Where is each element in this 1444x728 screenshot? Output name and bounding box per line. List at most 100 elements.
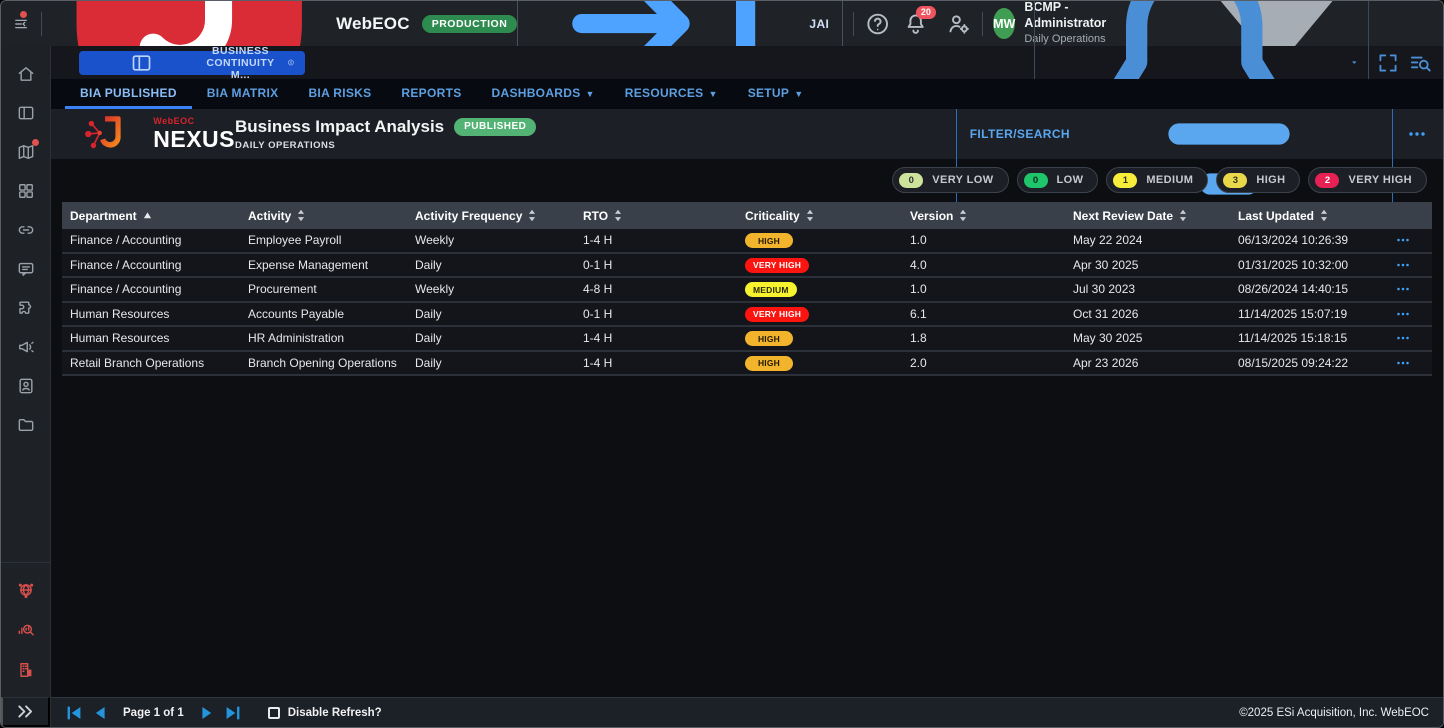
tab-label: DASHBOARDS [491, 85, 581, 100]
tab-bia-published[interactable]: BIA PUBLISHED [65, 79, 192, 109]
sidebar-item-search-analytics[interactable] [11, 615, 41, 645]
criticality-filter-low[interactable]: 0 LOW [1016, 167, 1099, 193]
sidebar-item-folder[interactable] [11, 410, 41, 440]
column-header-activity[interactable]: Activity [240, 209, 407, 223]
user-settings-button[interactable] [945, 9, 972, 39]
cell-criticality: HIGH [737, 233, 902, 248]
sidebar [1, 46, 51, 727]
tab-setup[interactable]: SETUP ▼ [733, 79, 819, 109]
row-actions-button[interactable] [1394, 255, 1420, 275]
cell-department: Human Resources [70, 331, 170, 346]
ellipsis-icon [1394, 305, 1412, 323]
board-search-button[interactable] [1407, 50, 1433, 76]
column-label: Last Updated [1238, 208, 1315, 223]
close-board-icon[interactable] [287, 55, 295, 70]
criticality-label: MEDIUM [1146, 174, 1194, 186]
cell-activity-frequency: Daily [415, 306, 442, 321]
table-row[interactable]: Finance / Accounting Expense Management Da… [62, 253, 1432, 278]
last-page-button[interactable] [220, 702, 246, 724]
column-header-department[interactable]: Department [62, 209, 240, 223]
tab-label: BIA PUBLISHED [80, 85, 177, 100]
board-bar: BUSINESS CONTINUITY M... [51, 1, 1443, 217]
disable-refresh-checkbox[interactable] [267, 706, 280, 719]
cell-activity: Expense Management [248, 257, 369, 272]
tab-bia-risks[interactable]: BIA RISKS [293, 79, 386, 109]
sidebar-item-chat[interactable] [11, 254, 41, 284]
previous-page-button[interactable] [87, 702, 113, 724]
cell-next-review-date: May 22 2024 [1073, 233, 1143, 248]
row-actions-button[interactable] [1394, 353, 1420, 373]
disable-refresh-toggle[interactable]: Disable Refresh? [267, 706, 382, 719]
cell-last-updated: 06/13/2024 10:26:39 [1238, 233, 1349, 248]
sidebar-item-apps-grid[interactable] [11, 176, 41, 206]
help-button[interactable] [864, 9, 891, 39]
sort-icon [806, 209, 814, 222]
alert-dot [31, 139, 39, 146]
page-more-actions-button[interactable] [1405, 122, 1429, 146]
criticality-filter-high[interactable]: 3 HIGH [1216, 167, 1301, 193]
sidebar-item-megaphone[interactable] [11, 332, 41, 362]
column-header-version[interactable]: Version [902, 209, 1065, 223]
fullscreen-icon [1375, 50, 1401, 76]
sidebar-item-map[interactable] [11, 137, 41, 167]
home-icon [16, 64, 36, 84]
tab-resources[interactable]: RESOURCES ▼ [610, 79, 733, 109]
status-badge: PUBLISHED [454, 117, 537, 136]
table-row[interactable]: Human Resources Accounts Payable Daily 0-1 … [62, 302, 1432, 327]
sidebar-expand-button[interactable] [1, 697, 50, 727]
criticality-filter-very-high[interactable]: 2 VERY HIGH [1308, 167, 1427, 193]
criticality-badge: HIGH [745, 331, 793, 346]
criticality-count-badge: 0 [899, 172, 924, 188]
active-board-tab[interactable]: BUSINESS CONTINUITY M... [79, 45, 305, 81]
next-page-button[interactable] [194, 702, 220, 724]
first-page-button[interactable] [61, 702, 87, 724]
notifications-button[interactable]: 20 [902, 5, 936, 39]
tab-reports[interactable]: REPORTS [386, 79, 476, 109]
table-row[interactable]: Human Resources HR Administration Daily 1-4… [62, 327, 1432, 352]
ellipsis-icon [1394, 354, 1412, 372]
board-panels-icon [16, 103, 36, 123]
criticality-filter-very-low[interactable]: 0 VERY LOW [892, 167, 1009, 193]
criticality-badge: MEDIUM [745, 282, 797, 297]
table-row[interactable]: Retail Branch Operations Branch Opening O… [62, 351, 1432, 376]
tab-bia-matrix[interactable]: BIA MATRIX [192, 79, 294, 109]
fullscreen-button[interactable] [1375, 50, 1401, 76]
criticality-badge: HIGH [745, 233, 793, 248]
sidebar-item-plugin-puzzle[interactable] [11, 293, 41, 323]
row-actions-button[interactable] [1394, 328, 1420, 348]
plugin-puzzle-icon [16, 298, 36, 318]
tab-dashboards[interactable]: DASHBOARDS ▼ [477, 79, 610, 109]
sidebar-item-link[interactable] [11, 215, 41, 245]
sidebar-item-contact-card[interactable] [11, 371, 41, 401]
sidebar-item-organization-building[interactable] [11, 655, 41, 685]
cell-department: Human Resources [70, 306, 170, 321]
cell-criticality: VERY HIGH [737, 257, 902, 273]
nexus-logo-icon [63, 113, 149, 155]
list-search-icon [1407, 50, 1433, 76]
column-header-rto[interactable]: RTO [575, 209, 737, 223]
copyright: ©2025 ESi Acquisition, Inc. WebEOC [1239, 706, 1429, 719]
table-row[interactable]: Finance / Accounting Procurement Weekly 4-8… [62, 278, 1432, 303]
search-analytics-icon [16, 620, 36, 640]
cell-next-review-date: Apr 30 2025 [1073, 257, 1139, 272]
row-actions-button[interactable] [1394, 230, 1420, 250]
criticality-count-badge: 0 [1023, 172, 1048, 188]
column-header-next-review-date[interactable]: Next Review Date [1065, 209, 1230, 223]
cell-criticality: VERY HIGH [737, 306, 902, 322]
cell-rto: 0-1 H [583, 257, 613, 272]
row-actions-button[interactable] [1394, 304, 1420, 324]
chevron-down-icon: ▼ [585, 88, 595, 99]
sidebar-item-board-panels[interactable] [11, 98, 41, 128]
column-header-activity-frequency[interactable]: Activity Frequency [407, 209, 575, 223]
criticality-filter-medium[interactable]: 1 MEDIUM [1106, 167, 1209, 193]
column-header-criticality[interactable]: Criticality [737, 209, 902, 223]
cell-department: Finance / Accounting [70, 233, 182, 248]
row-actions-button[interactable] [1394, 279, 1420, 299]
sidebar-item-home[interactable] [11, 59, 41, 89]
collapse-menu-button[interactable] [13, 9, 29, 39]
column-header-last-updated[interactable]: Last Updated [1230, 209, 1394, 223]
sidebar-item-globe-network[interactable] [11, 575, 41, 605]
cell-activity-frequency: Daily [415, 257, 442, 272]
view-tabs: BIA PUBLISHED BIA MATRIX BIA RISKS REPORTS D… [51, 79, 1443, 109]
table-row[interactable]: Finance / Accounting Employee Payroll Week… [62, 229, 1432, 254]
